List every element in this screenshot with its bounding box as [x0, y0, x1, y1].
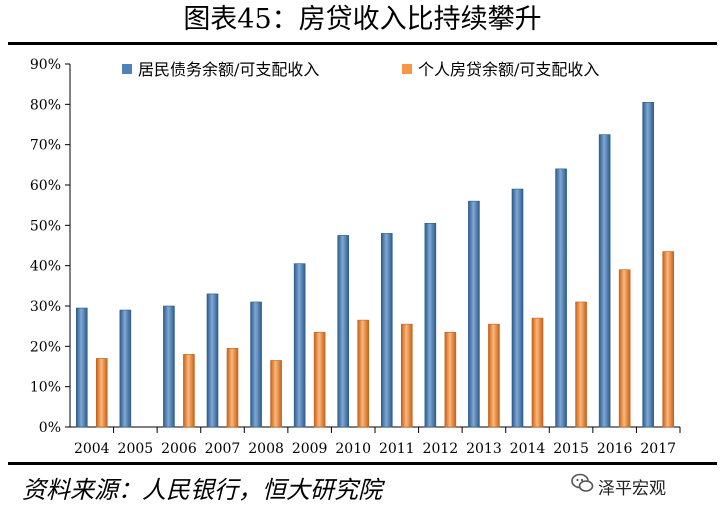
- y-tick-label: 20%: [30, 339, 61, 355]
- x-tick-label: 2011: [379, 441, 415, 457]
- bottom-rule: [8, 462, 717, 465]
- bar-debt-2004: [75, 307, 88, 428]
- bar-debt-2007: [206, 293, 219, 428]
- x-tick-label: 2006: [161, 441, 197, 457]
- legend-swatch: [122, 64, 132, 74]
- page-title: 图表45：房贷收入比持续攀升: [183, 4, 542, 35]
- bar-mortgage-2006: [183, 354, 195, 428]
- y-tick-label: 30%: [30, 299, 61, 315]
- bar-debt-2009: [293, 263, 306, 428]
- bar-debt-2005: [119, 309, 132, 428]
- bar-mortgage-2013: [488, 323, 500, 428]
- y-tick-label: 0%: [39, 420, 61, 436]
- legend-label: 个人房贷余额/可支配收入: [418, 60, 599, 79]
- legend-swatch: [402, 64, 412, 74]
- bar-mortgage-2017: [662, 251, 675, 428]
- top-rule: [8, 42, 717, 45]
- bar-mortgage-2010: [357, 319, 370, 428]
- y-tick-label: 10%: [30, 380, 61, 396]
- wechat-logo-icon: [571, 473, 594, 492]
- bar-debt-2017: [642, 102, 655, 428]
- bar-mortgage-2004: [95, 358, 108, 428]
- bar-mortgage-2011: [400, 323, 413, 428]
- bar-mortgage-2007: [226, 348, 239, 428]
- bar-mortgage-2016: [618, 269, 631, 428]
- bar-mortgage-2012: [444, 331, 457, 428]
- x-tick-label: 2014: [510, 441, 546, 457]
- source-note: 资料来源：人民银行，恒大研究院: [22, 476, 382, 504]
- x-tick-label: 2010: [335, 441, 371, 457]
- bar-mortgage-2014: [531, 317, 544, 428]
- y-tick-label: 40%: [30, 259, 61, 275]
- brand-name: 泽平宏观: [598, 479, 666, 499]
- bar-debt-2006: [163, 305, 175, 428]
- bar-debt-2008: [250, 301, 262, 428]
- y-tick-label: 50%: [30, 218, 61, 234]
- y-tick-label: 90%: [30, 57, 61, 73]
- x-tick-label: 2005: [118, 441, 154, 457]
- bar-debt-2015: [555, 168, 567, 428]
- bar-debt-2010: [337, 235, 350, 428]
- legend-label: 居民债务余额/可支配收入: [138, 60, 319, 79]
- x-tick-label: 2017: [640, 441, 676, 457]
- bar-debt-2014: [511, 188, 524, 428]
- bar-debt-2013: [468, 200, 480, 428]
- x-tick-label: 2013: [466, 441, 502, 457]
- x-tick-label: 2012: [423, 441, 459, 457]
- x-tick-label: 2008: [248, 441, 284, 457]
- x-tick-label: 2007: [205, 441, 241, 457]
- bar-debt-2012: [424, 223, 437, 428]
- bar-mortgage-2015: [575, 301, 587, 428]
- x-tick-label: 2009: [292, 441, 328, 457]
- x-tick-label: 2016: [597, 441, 633, 457]
- bar-mortgage-2009: [313, 331, 326, 428]
- x-tick-label: 2004: [74, 441, 110, 457]
- bar-mortgage-2008: [270, 360, 282, 428]
- y-tick-label: 80%: [30, 97, 61, 113]
- bar-debt-2016: [598, 134, 611, 428]
- bar-debt-2011: [380, 233, 393, 428]
- y-tick-label: 70%: [30, 138, 61, 154]
- x-tick-label: 2015: [553, 441, 589, 457]
- y-tick-label: 60%: [30, 178, 61, 194]
